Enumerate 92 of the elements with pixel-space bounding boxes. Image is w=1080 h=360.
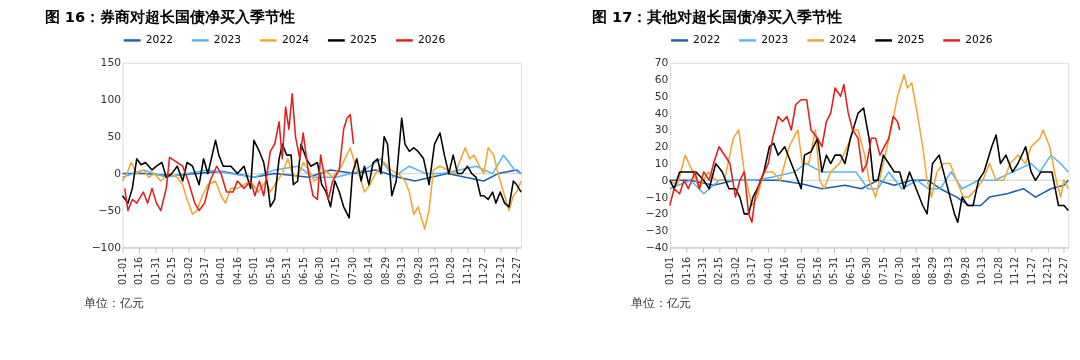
legend-label: 2024 <box>829 33 857 47</box>
line-series <box>123 93 355 212</box>
line-series <box>668 73 1070 207</box>
x-tick-label: 01-16 <box>133 256 145 285</box>
x-tick-label: 07-15 <box>877 256 889 285</box>
y-tick-label: 60 <box>654 72 669 86</box>
x-tick-label: 11-27 <box>478 256 490 285</box>
x-tick-label: 01-16 <box>680 256 692 285</box>
x-tick-label: 12-12 <box>1041 256 1053 285</box>
y-tick-label: 50 <box>654 89 669 103</box>
legend-label: 2024 <box>281 33 310 47</box>
x-tick-label: 01-31 <box>149 256 161 285</box>
line-series <box>668 179 1070 207</box>
legend-label: 2023 <box>761 33 789 47</box>
x-tick-label: 09-13 <box>396 256 408 285</box>
x-tick-label: 04-16 <box>779 256 791 285</box>
x-tick-label: 05-31 <box>828 256 840 285</box>
x-tick-label: 05-16 <box>811 256 823 285</box>
y-tick-label: −50 <box>98 203 122 217</box>
x-tick-label: 09-13 <box>943 256 955 285</box>
x-tick-label: 04-01 <box>762 256 774 285</box>
x-tick-label: 09-28 <box>959 256 971 285</box>
x-tick-label: 08-29 <box>926 256 938 285</box>
y-tick-label: 0 <box>114 167 122 180</box>
x-tick-label: 05-16 <box>264 256 276 285</box>
x-tick-label: 07-15 <box>330 256 342 285</box>
legend-label: 2026 <box>965 33 993 47</box>
x-tick-label: 06-15 <box>844 256 856 285</box>
legend-label: 2025 <box>897 33 925 47</box>
x-tick-label: 04-16 <box>231 256 243 285</box>
x-tick-label: 11-12 <box>461 256 473 285</box>
x-tick-label: 12-27 <box>1058 256 1070 285</box>
y-tick-label: 40 <box>654 106 669 120</box>
x-tick-label: 12-27 <box>511 256 523 285</box>
x-tick-label: 01-01 <box>664 256 676 285</box>
y-tick-label: −10 <box>645 190 669 204</box>
x-tick-label: 10-28 <box>445 256 457 285</box>
x-tick-label: 10-13 <box>976 256 988 285</box>
x-tick-label: 01-31 <box>697 256 709 285</box>
x-tick-label: 02-15 <box>166 256 178 285</box>
x-tick-label: 09-28 <box>412 256 424 285</box>
y-tick-label: 20 <box>654 140 669 154</box>
x-tick-label: 11-12 <box>1009 256 1021 285</box>
x-tick-label: 01-01 <box>116 256 128 285</box>
x-tick-label: 03-17 <box>746 256 758 285</box>
line-series <box>121 117 522 219</box>
x-tick-label: 04-01 <box>215 256 227 285</box>
y-tick-label: 0 <box>661 173 669 187</box>
y-tick-label: 70 <box>654 56 669 70</box>
legend-label: 2022 <box>693 33 721 47</box>
x-tick-label: 10-28 <box>992 256 1004 285</box>
line-series <box>668 154 1070 195</box>
y-tick-label: −20 <box>645 207 669 221</box>
legend-label: 2025 <box>349 33 378 47</box>
y-tick-label: −100 <box>91 240 122 254</box>
x-tick-label: 06-30 <box>313 256 325 285</box>
x-tick-label: 10-13 <box>428 256 440 285</box>
line-series <box>668 107 1070 224</box>
x-tick-label: 05-31 <box>281 256 293 285</box>
y-tick-label: 100 <box>100 93 122 107</box>
x-tick-label: 11-27 <box>1025 256 1037 285</box>
y-tick-label: −40 <box>645 240 669 254</box>
line-series <box>668 83 901 224</box>
x-tick-label: 07-30 <box>894 256 906 285</box>
y-tick-label: 30 <box>654 123 669 137</box>
x-tick-label: 07-30 <box>346 256 358 285</box>
chart-title: 图 16：券商对超长国债净买入季节性 <box>44 7 296 25</box>
x-tick-label: 03-17 <box>199 256 211 285</box>
x-tick-label: 02-15 <box>713 256 725 285</box>
line-series <box>121 169 522 182</box>
x-tick-label: 03-02 <box>729 256 741 285</box>
x-tick-label: 03-02 <box>182 256 194 285</box>
y-tick-label: 50 <box>107 130 122 144</box>
x-tick-label: 08-14 <box>363 256 375 285</box>
x-tick-label: 05-01 <box>795 256 807 285</box>
text: 单位：亿元 <box>83 295 144 310</box>
line-series <box>121 154 522 179</box>
x-tick-label: 08-14 <box>910 256 922 285</box>
x-tick-label: 06-15 <box>297 256 309 285</box>
x-tick-label: 05-01 <box>248 256 260 285</box>
x-tick-label: 06-30 <box>861 256 873 285</box>
chart-title: 图 17：其他对超长国债净买入季节性 <box>592 7 843 25</box>
legend-label: 2022 <box>145 33 174 47</box>
y-tick-label: 150 <box>100 56 122 70</box>
line-series <box>121 146 522 230</box>
legend-label: 2023 <box>213 33 242 47</box>
x-tick-label: 12-12 <box>494 256 506 285</box>
y-tick-label: −30 <box>645 224 669 238</box>
legend-label: 2026 <box>418 33 446 47</box>
text: 单位：亿元 <box>630 295 691 310</box>
y-tick-label: 10 <box>654 156 669 170</box>
x-tick-label: 08-29 <box>379 256 391 285</box>
